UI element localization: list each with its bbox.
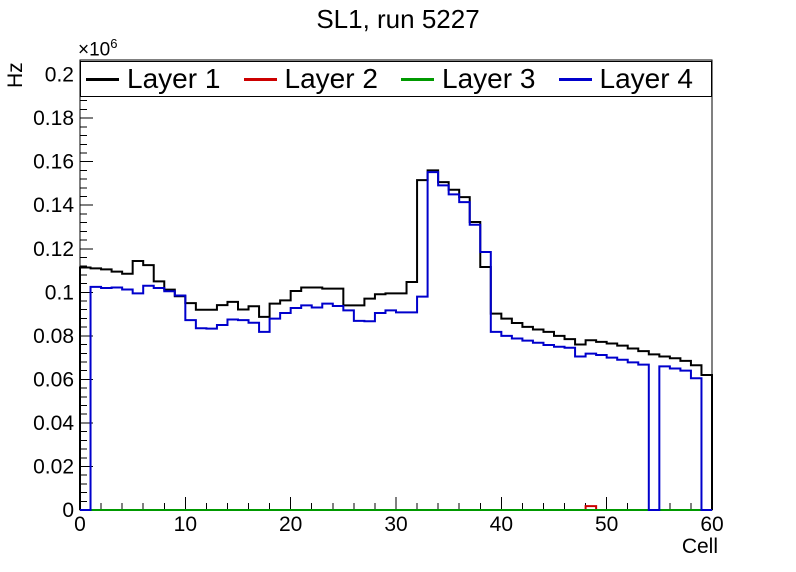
y-axis-exponent: ×106 bbox=[78, 36, 117, 61]
x-tick-label: 50 bbox=[595, 513, 618, 536]
y-tick-label: 0.14 bbox=[33, 194, 74, 217]
legend-label-layer-3: Layer 3 bbox=[442, 63, 536, 94]
legend-entry-layer-3: Layer 3 bbox=[396, 65, 554, 93]
y-tick-label: 0.02 bbox=[33, 455, 74, 478]
y-axis-exponent-base: ×10 bbox=[78, 39, 111, 61]
y-axis-exponent-power: 6 bbox=[110, 36, 118, 51]
legend-entry-layer-1: Layer 1 bbox=[81, 65, 239, 93]
y-tick-label: 0.12 bbox=[33, 238, 74, 261]
legend-entry-layer-4: Layer 4 bbox=[554, 65, 712, 93]
series-line-layer-4 bbox=[80, 171, 712, 511]
legend: Layer 1 Layer 2 Layer 3 Layer 4 bbox=[80, 61, 712, 97]
series-line-layer-1 bbox=[79, 169, 713, 510]
plot-title: SL1, run 5227 bbox=[316, 4, 480, 34]
plot-frame bbox=[79, 59, 713, 511]
x-tick-label: 40 bbox=[490, 513, 513, 536]
legend-line-swatch-layer-3 bbox=[401, 77, 434, 81]
legend-line-swatch-layer-2 bbox=[243, 77, 277, 81]
y-axis-title: Hz bbox=[4, 62, 27, 88]
x-tick-label: 30 bbox=[384, 513, 407, 536]
y-tick-label: 0.16 bbox=[33, 151, 74, 174]
y-tick-label: 0.2 bbox=[45, 64, 74, 87]
legend-label-layer-1: Layer 1 bbox=[127, 63, 221, 94]
y-tick-label: 0.1 bbox=[45, 281, 74, 304]
legend-line-swatch-layer-4 bbox=[558, 77, 592, 81]
legend-entry-layer-2: Layer 2 bbox=[239, 65, 397, 93]
x-tick-label: 20 bbox=[279, 513, 302, 536]
legend-line-swatch-layer-1 bbox=[86, 77, 119, 81]
x-tick-label: 0 bbox=[74, 513, 86, 536]
x-tick-label: 60 bbox=[700, 513, 723, 536]
legend-label-layer-2: Layer 2 bbox=[284, 63, 378, 94]
x-tick-label: 10 bbox=[174, 513, 197, 536]
y-tick-label: 0.18 bbox=[33, 107, 74, 130]
y-tick-label: 0.08 bbox=[33, 325, 74, 348]
y-tick-label: 0.06 bbox=[33, 368, 74, 391]
y-tick-label: 0.04 bbox=[33, 412, 74, 435]
legend-label-layer-4: Layer 4 bbox=[599, 63, 693, 94]
x-axis-title: Cell bbox=[681, 535, 718, 558]
y-tick-label: 0 bbox=[62, 499, 74, 522]
